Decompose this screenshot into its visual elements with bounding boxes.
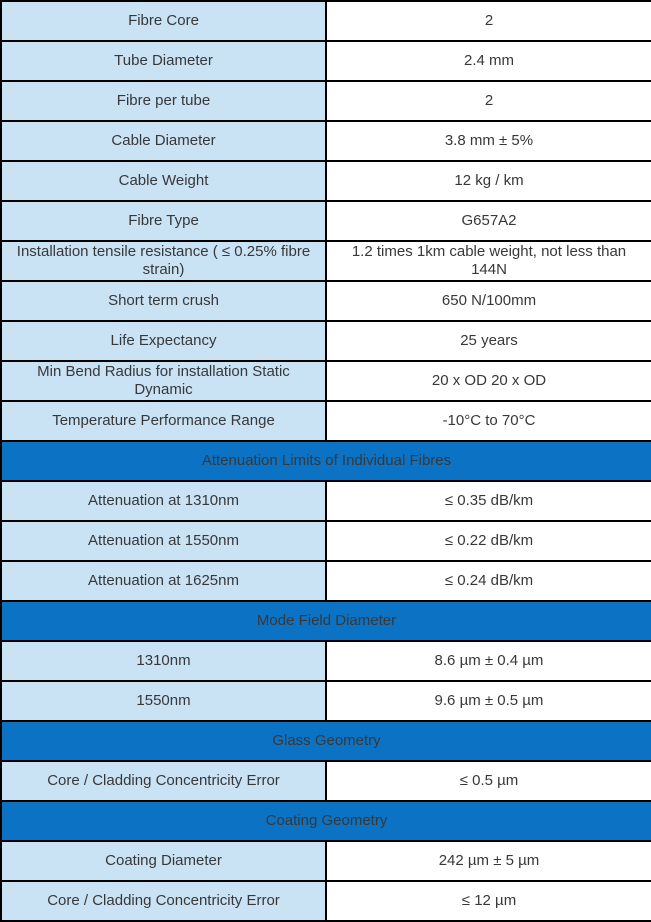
table-row: Fibre Core 2 <box>0 0 651 42</box>
table-row: Installation tensile resistance ( ≤ 0.25… <box>0 240 651 282</box>
table-row: Fibre per tube 2 <box>0 80 651 122</box>
spec-label-cell: 1310nm <box>0 640 327 682</box>
section-header: Coating Geometry <box>0 800 651 842</box>
table-row: Core / Cladding Concentricity Error ≤ 12 … <box>0 880 651 922</box>
table-row: Min Bend Radius for installation Static … <box>0 360 651 402</box>
spec-label-cell: Attenuation at 1310nm <box>0 480 327 522</box>
spec-label-cell: Attenuation at 1625nm <box>0 560 327 602</box>
spec-value-cell: 12 kg / km <box>325 160 651 202</box>
table-row: Attenuation at 1550nm ≤ 0.22 dB/km <box>0 520 651 562</box>
spec-value-cell: 3.8 mm ± 5% <box>325 120 651 162</box>
section-header-row: Mode Field Diameter <box>0 600 651 642</box>
spec-value-cell: 20 x OD 20 x OD <box>325 360 651 402</box>
table-row: Tube Diameter 2.4 mm <box>0 40 651 82</box>
spec-value-cell: ≤ 12 µm <box>325 880 651 922</box>
spec-label-cell: Core / Cladding Concentricity Error <box>0 880 327 922</box>
spec-value-cell: 650 N/100mm <box>325 280 651 322</box>
spec-value-cell: ≤ 0.5 µm <box>325 760 651 802</box>
spec-value-cell: G657A2 <box>325 200 651 242</box>
section-header: Glass Geometry <box>0 720 651 762</box>
section-header-row: Coating Geometry <box>0 800 651 842</box>
table-row: Attenuation at 1310nm ≤ 0.35 dB/km <box>0 480 651 522</box>
spec-value-cell: 2 <box>325 0 651 42</box>
spec-value-cell: 8.6 µm ± 0.4 µm <box>325 640 651 682</box>
table-row: Short term crush 650 N/100mm <box>0 280 651 322</box>
spec-label-cell: Installation tensile resistance ( ≤ 0.25… <box>0 240 327 282</box>
spec-value-cell: 2.4 mm <box>325 40 651 82</box>
spec-value-cell: 2 <box>325 80 651 122</box>
table-row: Fibre Type G657A2 <box>0 200 651 242</box>
table-row: Attenuation at 1625nm ≤ 0.24 dB/km <box>0 560 651 602</box>
spec-label-cell: Temperature Performance Range <box>0 400 327 442</box>
spec-label-cell: Min Bend Radius for installation Static … <box>0 360 327 402</box>
spec-label-cell: 1550nm <box>0 680 327 722</box>
table-row: 1310nm 8.6 µm ± 0.4 µm <box>0 640 651 682</box>
spec-label-cell: Cable Weight <box>0 160 327 202</box>
spec-label-cell: Fibre per tube <box>0 80 327 122</box>
spec-label-cell: Short term crush <box>0 280 327 322</box>
spec-label-cell: Fibre Type <box>0 200 327 242</box>
table-row: Cable Weight 12 kg / km <box>0 160 651 202</box>
spec-value-cell: 242 µm ± 5 µm <box>325 840 651 882</box>
spec-value-cell: ≤ 0.22 dB/km <box>325 520 651 562</box>
spec-label-cell: Coating Diameter <box>0 840 327 882</box>
spec-label-cell: Attenuation at 1550nm <box>0 520 327 562</box>
spec-value-cell: 1.2 times 1km cable weight, not less tha… <box>325 240 651 282</box>
spec-value-cell: 9.6 µm ± 0.5 µm <box>325 680 651 722</box>
section-header: Attenuation Limits of Individual Fibres <box>0 440 651 482</box>
spec-label-cell: Core / Cladding Concentricity Error <box>0 760 327 802</box>
table-row: Core / Cladding Concentricity Error ≤ 0.5… <box>0 760 651 802</box>
spec-label-cell: Cable Diameter <box>0 120 327 162</box>
spec-value-cell: ≤ 0.24 dB/km <box>325 560 651 602</box>
section-header-row: Glass Geometry <box>0 720 651 762</box>
table-row: Life Expectancy 25 years <box>0 320 651 362</box>
spec-label-cell: Tube Diameter <box>0 40 327 82</box>
section-header: Mode Field Diameter <box>0 600 651 642</box>
spec-value-cell: -10°C to 70°C <box>325 400 651 442</box>
table-row: Temperature Performance Range -10°C to 70… <box>0 400 651 442</box>
spec-value-cell: 25 years <box>325 320 651 362</box>
spec-label-cell: Life Expectancy <box>0 320 327 362</box>
table-row: 1550nm 9.6 µm ± 0.5 µm <box>0 680 651 722</box>
table-row: Coating Diameter 242 µm ± 5 µm <box>0 840 651 882</box>
spec-value-cell: ≤ 0.35 dB/km <box>325 480 651 522</box>
section-header-row: Attenuation Limits of Individual Fibres <box>0 440 651 482</box>
spec-label-cell: Fibre Core <box>0 0 327 42</box>
table-row: Cable Diameter 3.8 mm ± 5% <box>0 120 651 162</box>
